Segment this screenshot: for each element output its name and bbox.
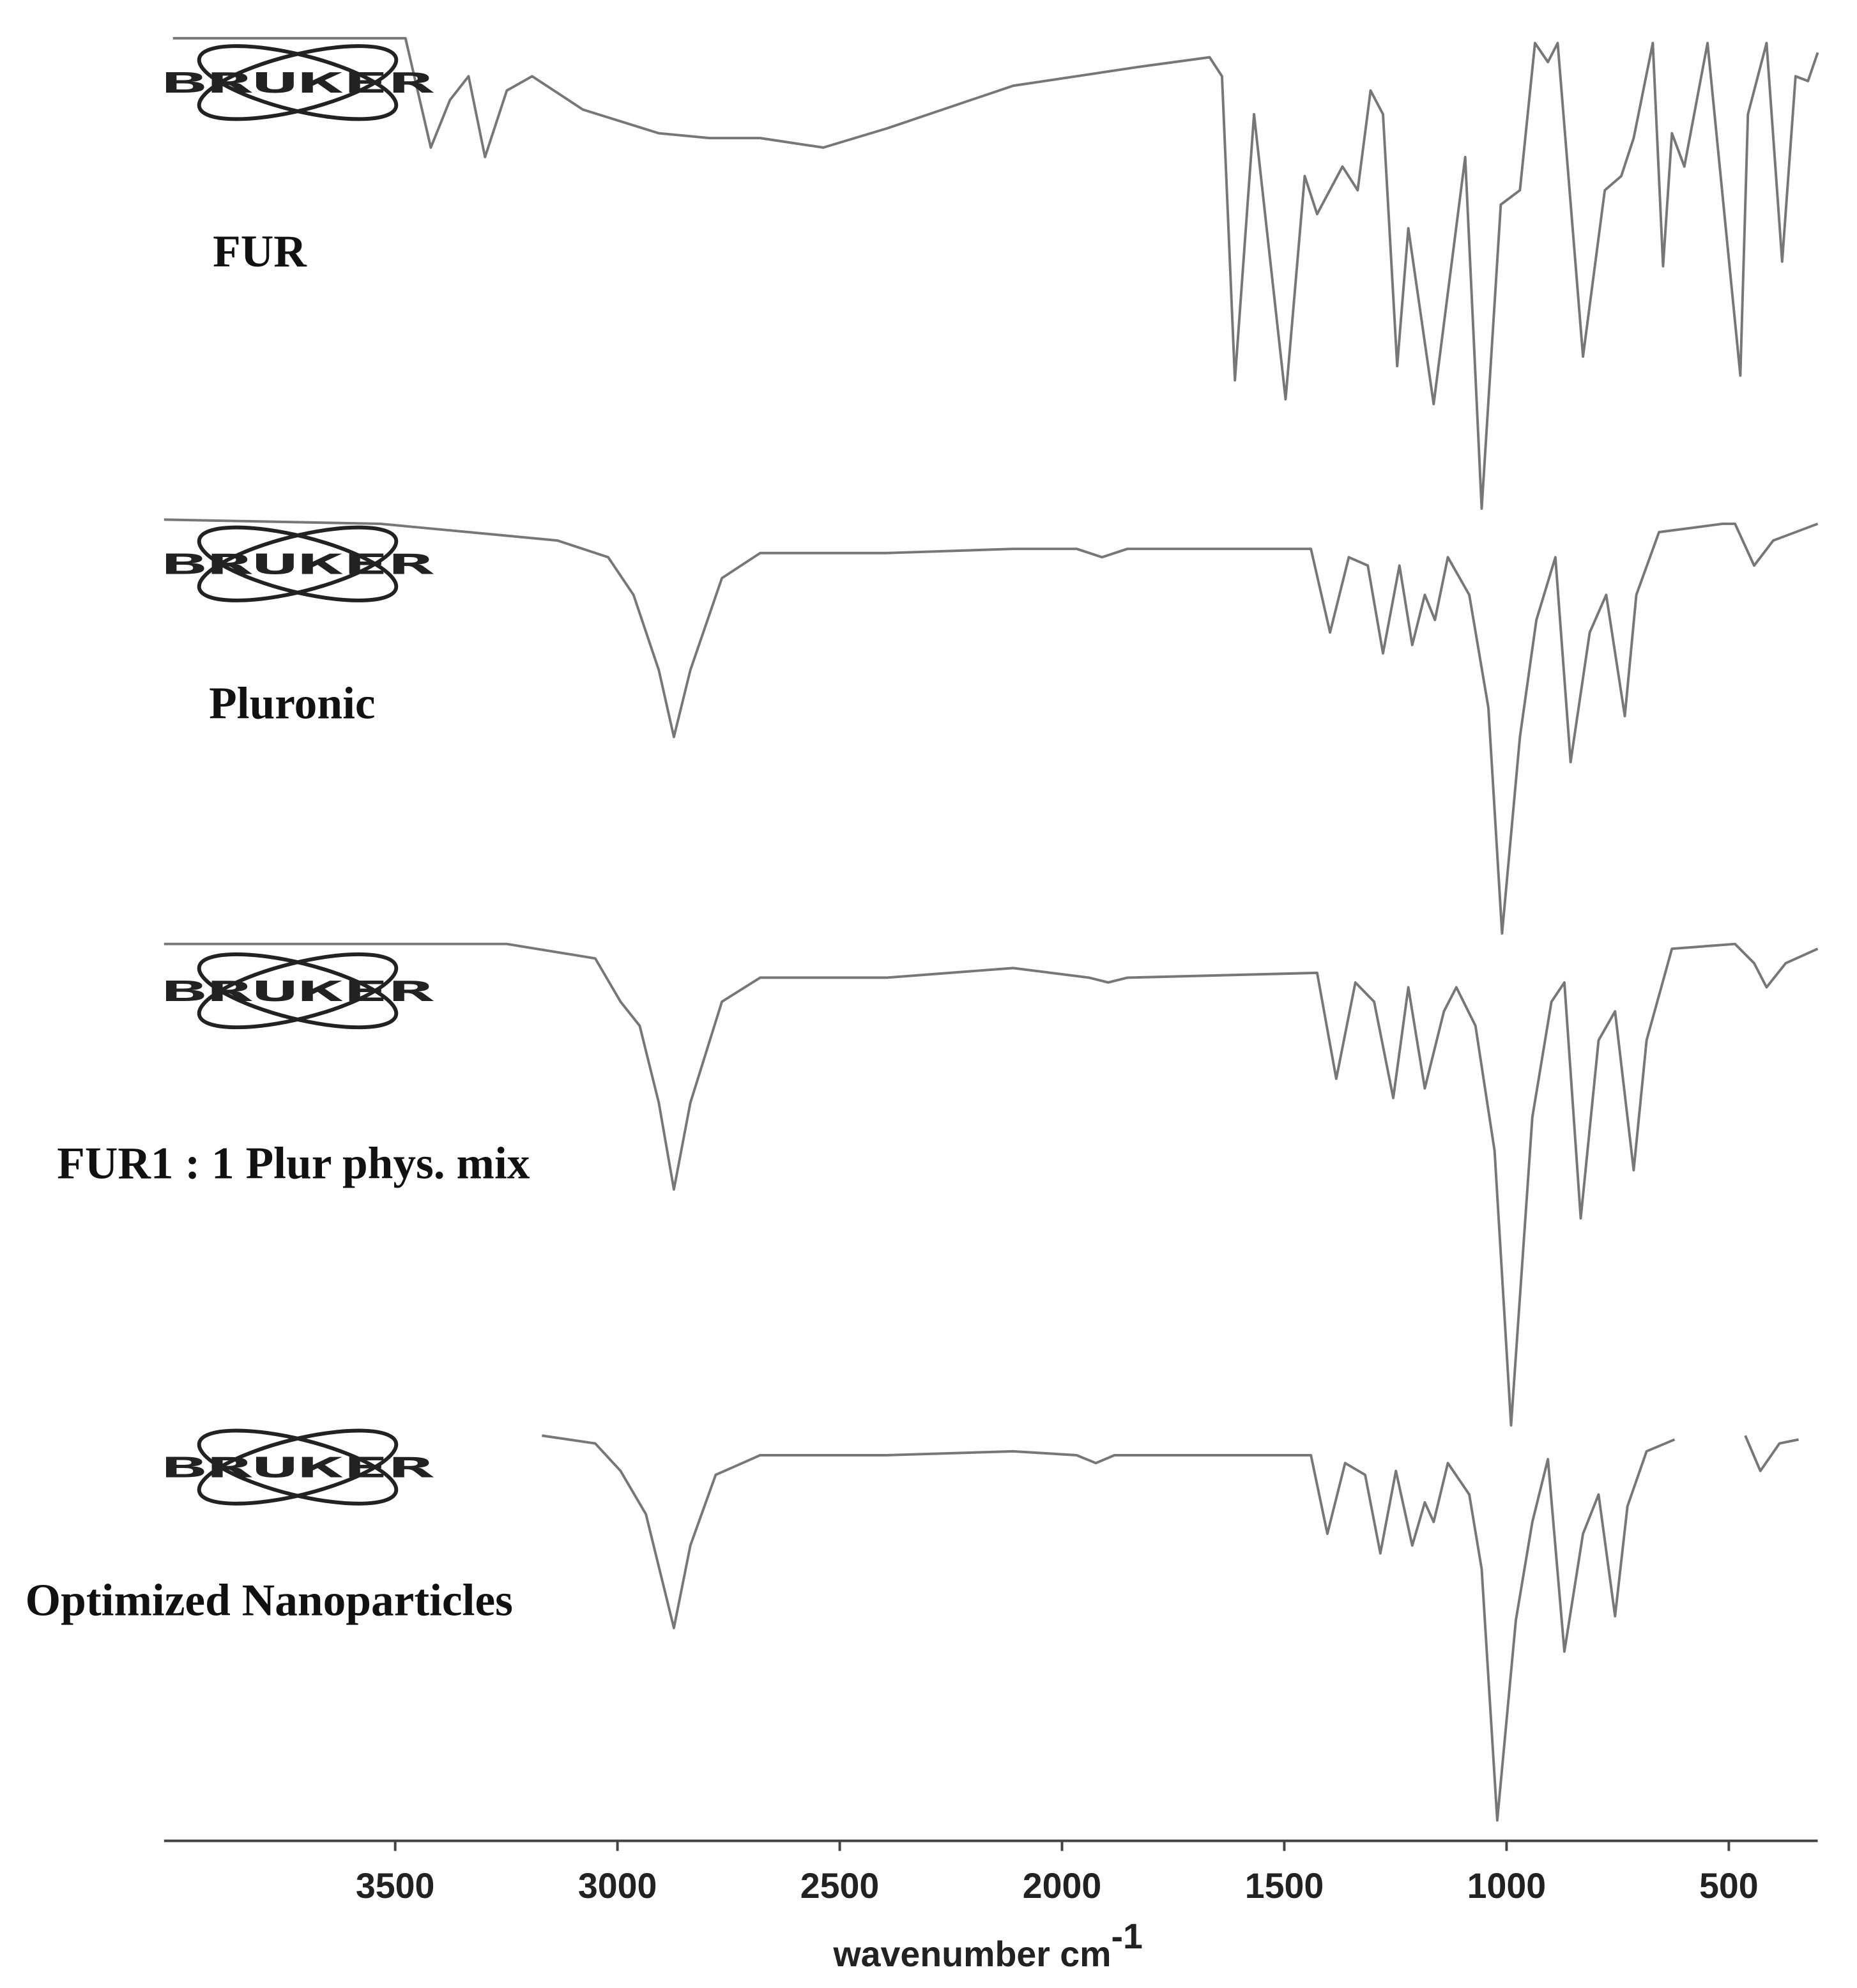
x-tick-label: 1500 — [1245, 1866, 1324, 1906]
x-tick-label: 3500 — [356, 1866, 435, 1906]
x-tick-label: 2000 — [1023, 1866, 1102, 1906]
logo: BRUKER — [162, 525, 435, 602]
x-axis-label-superscript: -1 — [1112, 1916, 1143, 1956]
spectrum-line — [164, 518, 1819, 935]
x-tick-label: 500 — [1699, 1866, 1759, 1906]
logo-orbit — [197, 1428, 399, 1506]
series-label: Pluronic — [209, 678, 375, 729]
logo-text: BRUKER — [162, 976, 435, 1008]
logo-text: BRUKER — [162, 68, 435, 100]
series-label: FUR1 : 1 Plur phys. mix — [57, 1138, 530, 1189]
logo-text: BRUKER — [162, 1452, 435, 1484]
x-tick-label: 2500 — [800, 1866, 880, 1906]
series-label: Optimized Nanoparticles — [26, 1575, 513, 1626]
x-tick-label: 3000 — [578, 1866, 657, 1906]
logo: BRUKER — [162, 952, 435, 1030]
spectrum-line — [172, 36, 1819, 510]
logo: BRUKER — [162, 44, 435, 121]
logo-orbit — [197, 44, 399, 121]
logo-orbit — [197, 44, 399, 121]
logo-orbit — [197, 1428, 399, 1506]
spectrum-line — [542, 1434, 1799, 1822]
x-tick-label: 1000 — [1467, 1866, 1547, 1906]
logo-orbit — [197, 952, 399, 1030]
x-axis-label-text: wavenumber cm — [832, 1934, 1111, 1974]
logo-orbit — [197, 525, 399, 602]
logo-orbit — [197, 952, 399, 1030]
spectrum-line — [164, 942, 1819, 1427]
logo: BRUKER — [162, 1428, 435, 1506]
logo-text: BRUKER — [162, 549, 435, 581]
logo-orbit — [197, 525, 399, 602]
series-label: FUR — [213, 226, 307, 277]
x-axis-label: wavenumber cm-1 — [832, 1916, 1142, 1974]
